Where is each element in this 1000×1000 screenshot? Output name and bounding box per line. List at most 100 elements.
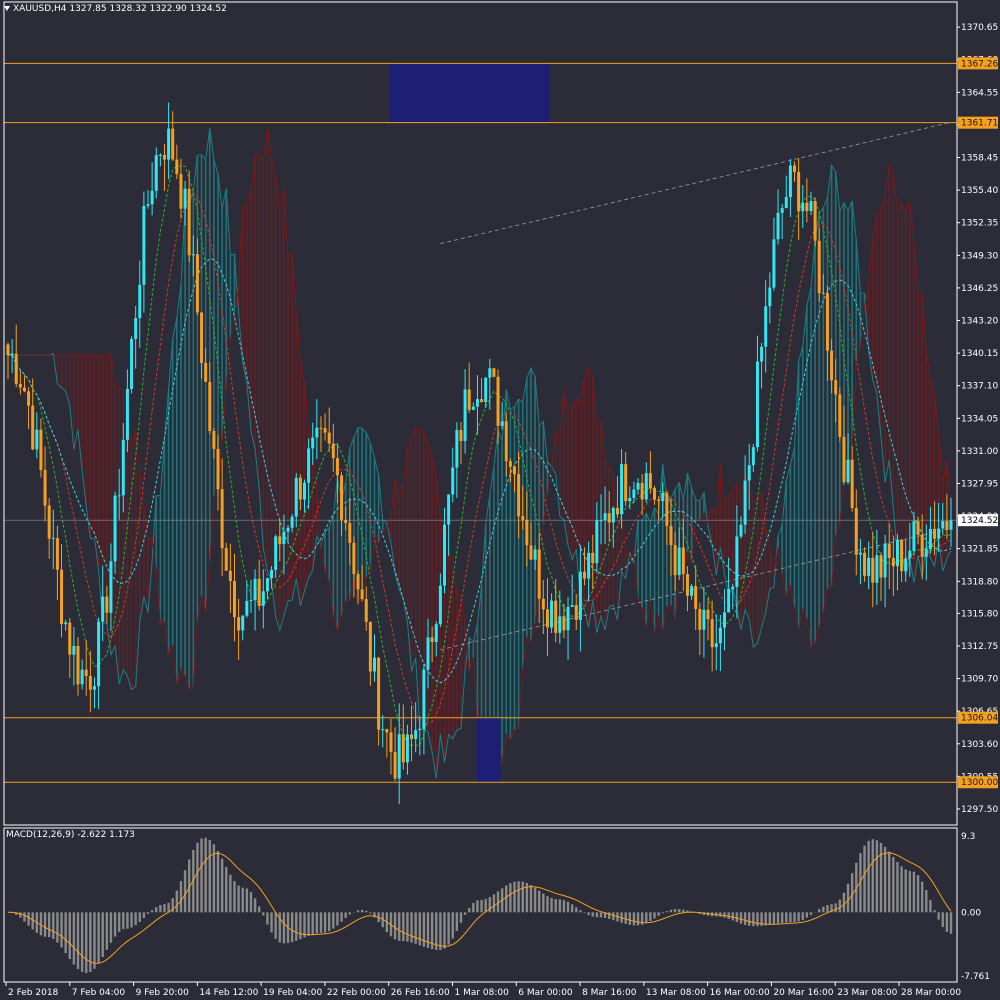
price-tick-label: 1309.70 — [961, 675, 998, 685]
candle-body — [566, 606, 570, 631]
candle-body — [554, 600, 558, 633]
candle-body — [80, 669, 84, 685]
candle-body — [121, 439, 125, 496]
candle-body — [669, 525, 673, 546]
candle-body — [883, 543, 887, 578]
candle-body — [10, 353, 14, 356]
dropdown-triangle-icon[interactable] — [4, 6, 10, 11]
candle-body — [755, 361, 759, 448]
candle-body — [14, 353, 18, 384]
candle-body — [286, 527, 290, 532]
candle-body — [228, 570, 232, 582]
time-tick-label: 26 Feb 16:00 — [391, 988, 450, 998]
candle-body — [356, 574, 360, 590]
macd-signal-line — [7, 852, 952, 964]
candle-body — [438, 585, 442, 625]
candle-body — [793, 165, 797, 172]
candle-body — [780, 208, 784, 213]
candlesticks — [6, 102, 953, 805]
time-tick-label: 23 Mar 08:00 — [837, 988, 897, 998]
candle-body — [488, 368, 492, 378]
ma-green — [7, 165, 952, 746]
level-price-label: 1300.00 — [961, 778, 998, 788]
candle-body — [179, 174, 183, 209]
candle-body — [739, 524, 743, 537]
candle-body — [282, 531, 286, 545]
candle-body — [521, 516, 525, 520]
candle-body — [743, 480, 747, 525]
candle-body — [850, 459, 854, 509]
price-tick-label: 1331.00 — [961, 447, 998, 457]
candle-body — [821, 293, 825, 295]
candle-body — [735, 536, 739, 587]
price-tick-label: 1315.80 — [961, 609, 998, 619]
candle-body — [500, 421, 504, 426]
candle-body — [125, 388, 129, 440]
candle-body — [945, 521, 949, 530]
candle-body — [702, 609, 706, 630]
candle-body — [208, 381, 212, 431]
candle-body — [578, 571, 582, 620]
candle-body — [22, 387, 26, 392]
candle-body — [158, 154, 162, 156]
time-tick-label: 14 Feb 12:00 — [199, 988, 258, 998]
candle-body — [422, 669, 426, 729]
candle-body — [138, 284, 142, 319]
candle-body — [307, 448, 311, 483]
candle-body — [257, 578, 261, 606]
candle-body — [18, 383, 22, 388]
candle-body — [595, 520, 599, 564]
candle-body — [451, 467, 455, 495]
candle-body — [615, 507, 619, 515]
candle-body — [928, 528, 932, 550]
candle-body — [797, 171, 801, 212]
price-tick-label: 1346.25 — [961, 284, 998, 294]
candle-body — [624, 464, 628, 502]
candle-body — [698, 608, 702, 630]
symbol-label: XAUUSD,H4 — [13, 4, 67, 14]
candle-body — [130, 339, 134, 389]
price-tick-label: 1312.75 — [961, 642, 998, 652]
candle-body — [760, 346, 764, 362]
candle-body — [653, 488, 657, 500]
candle-body — [175, 159, 179, 175]
candle-body — [191, 254, 195, 256]
macd-tick-label: 9.3 — [961, 832, 975, 842]
candle-body — [220, 489, 224, 549]
candle-body — [290, 516, 294, 528]
macd-main-value: -2.622 — [77, 830, 107, 840]
time-tick-label: 19 Feb 04:00 — [263, 988, 322, 998]
candle-body — [636, 482, 640, 490]
candle-body — [232, 581, 236, 618]
candle-body — [607, 513, 611, 523]
candle-body — [27, 391, 31, 406]
candle-body — [344, 519, 348, 524]
candle-body — [302, 482, 306, 500]
candle-body — [475, 399, 479, 407]
candle-body — [245, 600, 249, 616]
candle-body — [142, 205, 146, 285]
time-axis: 2 Feb 2018 7 Feb 04:00 9 Feb 20:00 14 Feb 1… — [5, 982, 961, 998]
candle-body — [504, 421, 508, 462]
candle-body — [694, 586, 698, 609]
candle-body — [372, 657, 376, 672]
candle-body — [492, 368, 496, 377]
price-tick-label: 1340.15 — [961, 349, 998, 359]
candle-body — [270, 569, 274, 579]
chart-frame — [3, 1, 958, 983]
candle-body — [393, 751, 397, 779]
candle-body — [319, 427, 323, 429]
time-tick-label: 9 Feb 20:00 — [136, 988, 190, 998]
price-tick-label: 1327.95 — [961, 480, 998, 490]
candle-body — [162, 154, 166, 160]
candle-body — [611, 507, 615, 523]
candle-body — [471, 406, 475, 410]
candle-body — [685, 573, 689, 596]
candle-body — [167, 128, 171, 160]
candle-body — [508, 461, 512, 467]
candle-body — [764, 306, 768, 347]
price-tick-label: 1355.40 — [961, 186, 998, 196]
price-tick-label: 1343.20 — [961, 317, 998, 327]
price-tick-label: 1349.30 — [961, 251, 998, 261]
